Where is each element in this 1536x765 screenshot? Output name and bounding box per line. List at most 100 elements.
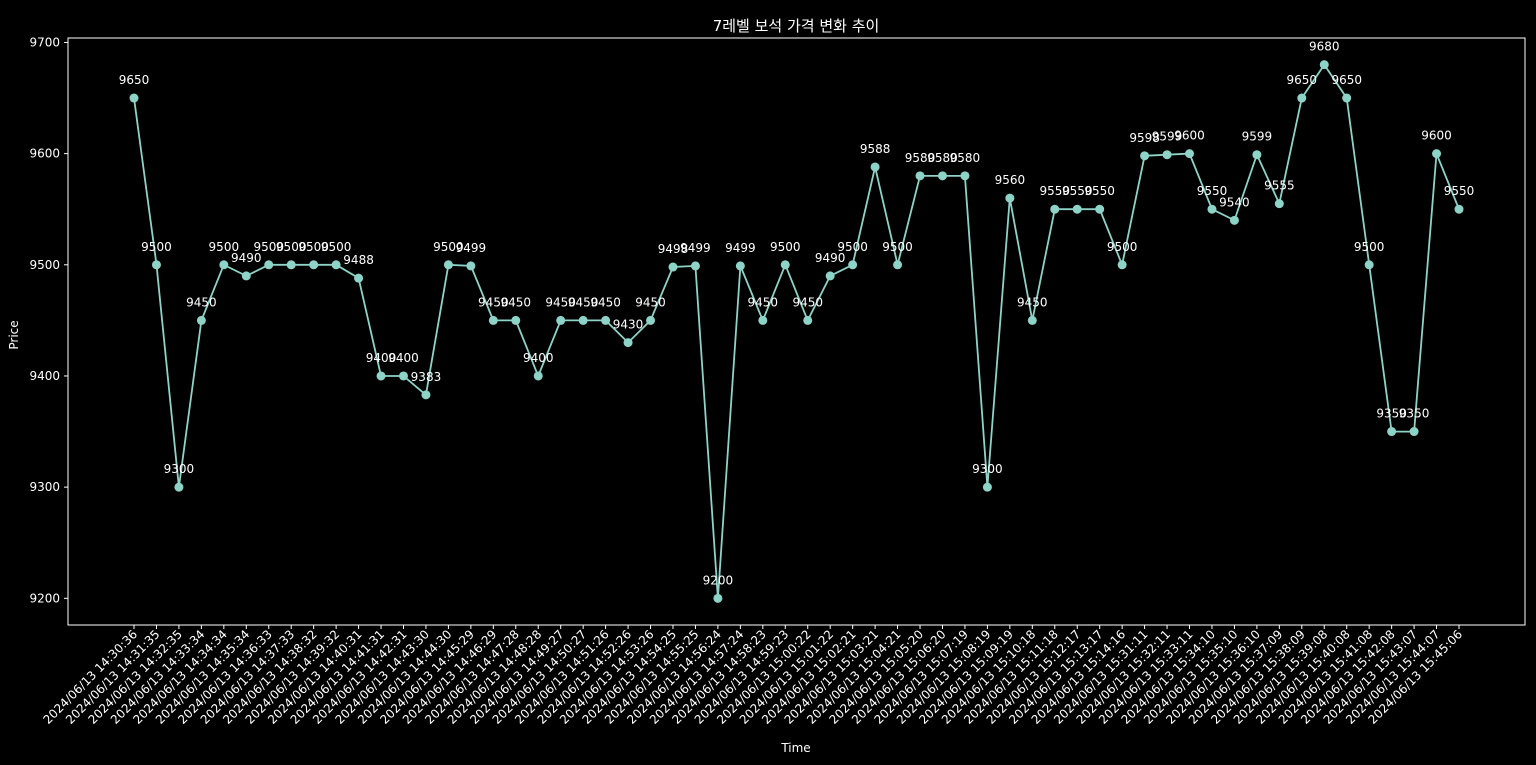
chart-title: 7레벨 보석 가격 변화 추이 (713, 17, 880, 35)
data-point (1364, 260, 1374, 270)
data-label: 9650 (1331, 73, 1362, 87)
data-point (623, 338, 633, 348)
data-label: 9450 (568, 295, 599, 309)
data-label: 9500 (837, 240, 868, 254)
data-point (533, 371, 543, 381)
data-label: 9580 (905, 151, 936, 165)
data-label: 9300 (164, 462, 195, 476)
y-tick-label: 9700 (29, 35, 60, 49)
data-label: 9400 (388, 351, 419, 365)
data-label: 9550 (1084, 184, 1115, 198)
data-label: 9498 (658, 242, 689, 256)
data-point (1229, 215, 1239, 225)
data-point (937, 171, 947, 181)
data-point (735, 261, 745, 271)
data-label: 9650 (119, 73, 150, 87)
data-point (443, 260, 453, 270)
data-label: 9500 (1107, 240, 1138, 254)
data-label: 9499 (456, 241, 487, 255)
data-point (331, 260, 341, 270)
data-point (668, 262, 678, 272)
data-point (690, 261, 700, 271)
data-point (1185, 149, 1195, 159)
data-point (825, 271, 835, 281)
y-tick-label: 9300 (29, 480, 60, 494)
data-label: 9430 (613, 318, 644, 332)
data-label: 9450 (501, 295, 532, 309)
y-tick-label: 9500 (29, 258, 60, 272)
data-point (511, 315, 521, 325)
data-label: 9500 (141, 240, 172, 254)
data-label: 9500 (882, 240, 913, 254)
data-label: 9300 (972, 462, 1003, 476)
data-point (960, 171, 970, 181)
data-label: 9580 (950, 151, 981, 165)
data-point (196, 315, 206, 325)
data-point (646, 315, 656, 325)
data-label: 9550 (1197, 184, 1228, 198)
data-label: 9550 (1062, 184, 1093, 198)
data-point (893, 260, 903, 270)
data-label: 9560 (995, 173, 1026, 187)
data-point (1297, 93, 1307, 103)
data-label: 9500 (770, 240, 801, 254)
data-point (1095, 204, 1105, 214)
data-label: 9600 (1174, 129, 1205, 143)
data-label: 9499 (680, 241, 711, 255)
data-label: 9350 (1399, 407, 1430, 421)
data-point (1409, 427, 1419, 437)
data-label: 9580 (927, 151, 958, 165)
y-tick-label: 9600 (29, 147, 60, 161)
data-label: 9450 (635, 295, 666, 309)
data-point (578, 315, 588, 325)
data-point (264, 260, 274, 270)
data-point (1319, 60, 1329, 70)
data-label: 9450 (545, 295, 576, 309)
data-point (1342, 93, 1352, 103)
data-point (1387, 427, 1397, 437)
data-point (1117, 260, 1127, 270)
data-point (1432, 149, 1442, 159)
data-label: 9450 (590, 295, 621, 309)
data-label: 9599 (1242, 130, 1273, 144)
data-label: 9499 (725, 241, 756, 255)
data-point (1454, 204, 1464, 214)
data-point (219, 260, 229, 270)
data-point (1005, 193, 1015, 203)
data-label: 9350 (1376, 407, 1407, 421)
data-label: 9450 (748, 295, 779, 309)
data-point (1140, 151, 1150, 161)
data-label: 9550 (1039, 184, 1070, 198)
data-label: 9500 (209, 240, 240, 254)
data-label: 9500 (433, 240, 464, 254)
data-point (1162, 150, 1172, 160)
data-label: 9450 (1017, 295, 1048, 309)
data-point (488, 315, 498, 325)
data-label: 9490 (231, 251, 262, 265)
data-label: 9550 (1444, 184, 1475, 198)
data-point (466, 261, 476, 271)
data-point (780, 260, 790, 270)
data-point (803, 315, 813, 325)
data-label: 9555 (1264, 179, 1295, 193)
data-point (309, 260, 319, 270)
data-point (1027, 315, 1037, 325)
data-label: 9400 (523, 351, 554, 365)
data-label: 9400 (366, 351, 397, 365)
data-point (982, 482, 992, 492)
data-label: 9540 (1219, 195, 1250, 209)
data-label: 9450 (478, 295, 509, 309)
data-label: 9490 (815, 251, 846, 265)
data-point (241, 271, 251, 281)
data-labels: 9650950093009450950094909500950095009500… (119, 40, 1475, 588)
data-point (1252, 150, 1262, 160)
data-label: 9598 (1129, 131, 1160, 145)
data-point (758, 315, 768, 325)
y-axis-ticks: 9200 9300 9400 9500 9600 9700 (29, 35, 68, 605)
data-label: 9500 (298, 240, 329, 254)
data-point (1072, 204, 1082, 214)
data-label: 9383 (411, 370, 442, 384)
data-point (174, 482, 184, 492)
plot-frame (67, 37, 1526, 626)
